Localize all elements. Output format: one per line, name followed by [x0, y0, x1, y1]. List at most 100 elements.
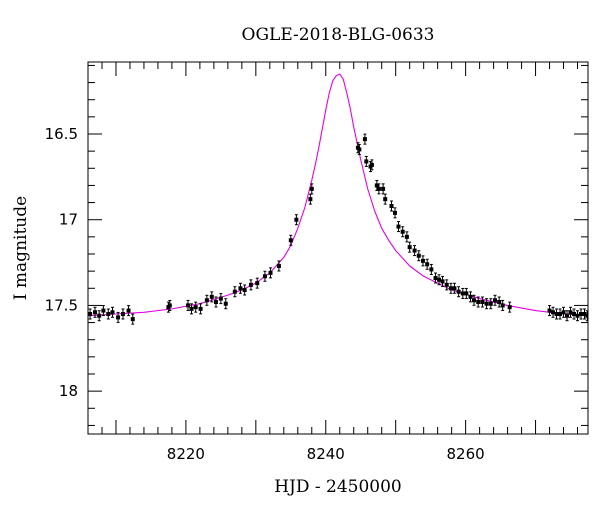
data-point	[126, 305, 131, 317]
data-marker	[429, 267, 434, 272]
data-marker	[204, 298, 209, 303]
data-marker	[120, 312, 125, 316]
data-marker	[101, 308, 106, 313]
data-point	[116, 311, 121, 323]
data-marker	[262, 274, 267, 279]
y-tick-label: 18	[59, 382, 78, 400]
data-marker	[238, 286, 243, 291]
data-marker	[308, 197, 313, 202]
data-marker	[110, 310, 115, 315]
data-point	[238, 282, 243, 294]
data-point	[575, 310, 580, 322]
data-marker	[444, 282, 449, 287]
data-marker	[507, 305, 512, 310]
data-point	[276, 260, 281, 272]
data-marker	[558, 312, 563, 316]
data-point	[425, 258, 430, 270]
data-point	[97, 310, 102, 322]
data-marker	[437, 277, 442, 282]
data-marker	[452, 286, 457, 291]
data-marker	[362, 137, 367, 142]
data-point	[437, 274, 442, 286]
data-point	[456, 286, 461, 298]
data-marker	[433, 276, 438, 280]
data-point	[88, 308, 93, 320]
data-marker	[565, 313, 570, 318]
points-layer	[88, 133, 588, 325]
data-point	[120, 308, 125, 320]
data-marker	[488, 301, 493, 306]
plot-area	[88, 73, 588, 325]
data-marker	[255, 281, 260, 286]
data-marker	[248, 282, 253, 287]
data-point	[232, 286, 237, 298]
data-marker	[357, 147, 362, 152]
data-marker	[223, 301, 228, 306]
data-point	[106, 308, 111, 320]
data-point	[484, 298, 489, 310]
data-point	[565, 310, 570, 322]
data-marker	[92, 310, 97, 315]
data-point	[416, 250, 421, 262]
data-marker	[209, 294, 214, 299]
data-marker	[582, 312, 587, 316]
data-point	[309, 183, 314, 195]
data-point	[288, 234, 293, 246]
data-marker	[484, 301, 489, 306]
data-marker	[364, 159, 369, 164]
axis-ticks	[87, 62, 588, 434]
tick-labels: 8220 8240 8260 16.5 17 17.5 18	[45, 125, 485, 463]
data-marker	[472, 298, 477, 303]
data-point	[480, 296, 485, 308]
data-point	[464, 287, 469, 299]
data-point	[579, 308, 584, 320]
data-point	[468, 291, 473, 303]
y-axis-label: I magnitude	[11, 196, 31, 300]
data-point	[376, 183, 381, 195]
data-point	[404, 231, 409, 243]
data-point	[433, 272, 438, 284]
y-tick-label: 17.5	[45, 296, 78, 314]
data-point	[568, 306, 573, 318]
data-marker	[198, 306, 203, 311]
data-point	[357, 143, 362, 155]
data-point	[554, 308, 559, 320]
data-point	[412, 245, 417, 257]
data-marker	[126, 308, 131, 313]
data-point	[213, 296, 218, 308]
data-marker	[500, 303, 505, 308]
data-point	[444, 279, 449, 291]
model-curve	[88, 73, 588, 317]
data-marker	[476, 300, 481, 304]
data-marker	[480, 300, 485, 304]
model-layer	[88, 73, 588, 317]
data-point	[242, 284, 247, 296]
data-marker	[416, 253, 421, 258]
data-marker	[193, 305, 198, 310]
data-point	[407, 241, 412, 253]
data-marker	[396, 224, 401, 229]
data-marker	[547, 308, 552, 313]
data-point	[400, 226, 405, 238]
data-point	[381, 183, 386, 195]
data-point	[452, 282, 457, 294]
data-marker	[288, 238, 293, 243]
data-marker	[456, 289, 461, 294]
data-point	[294, 214, 299, 226]
data-point	[268, 267, 273, 279]
data-point	[420, 255, 425, 267]
data-point	[507, 301, 512, 313]
data-point	[572, 308, 577, 320]
data-marker	[497, 300, 502, 304]
data-point	[308, 193, 313, 205]
data-point	[558, 308, 563, 320]
data-marker	[116, 315, 121, 320]
data-marker	[213, 300, 218, 304]
data-marker	[242, 288, 247, 292]
data-marker	[568, 310, 573, 315]
data-point	[110, 306, 115, 318]
data-point	[167, 299, 172, 311]
data-marker	[268, 270, 273, 275]
data-point	[585, 310, 588, 322]
data-point	[223, 298, 228, 310]
